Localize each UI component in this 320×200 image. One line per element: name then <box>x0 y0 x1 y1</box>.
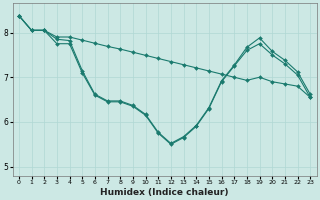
X-axis label: Humidex (Indice chaleur): Humidex (Indice chaleur) <box>100 188 229 197</box>
